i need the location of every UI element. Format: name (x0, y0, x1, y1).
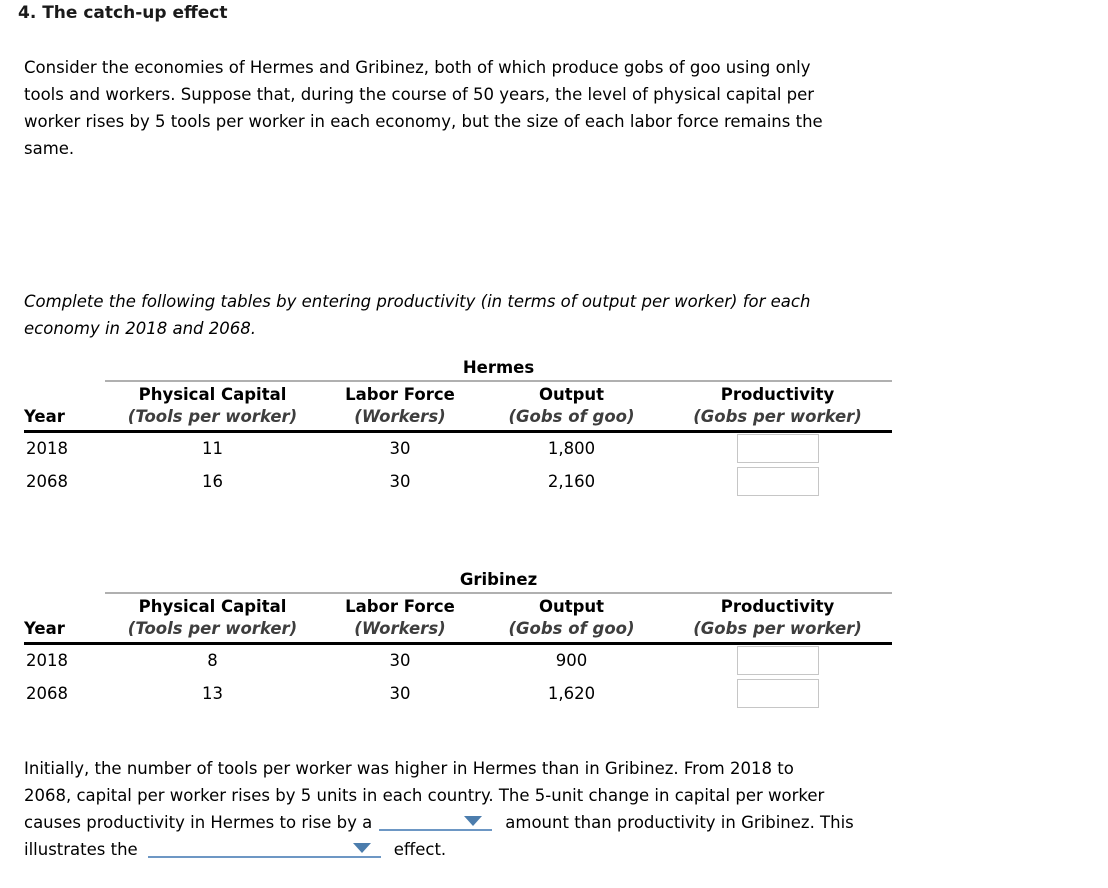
gribinez-table: Gribinez Year Physical Capital (Tools pe… (24, 570, 893, 710)
column-header-sublabel: (Tools per worker) (127, 619, 298, 638)
column-header-label: Physical Capital (138, 385, 287, 404)
output-value: 1,800 (547, 439, 596, 459)
productivity-cell (663, 465, 892, 498)
column-header-productivity: Productivity (Gobs per worker) (663, 381, 893, 433)
hermes-header-row: Year Physical Capital (Tools per worker)… (24, 381, 893, 433)
conclusion-text: causes productivity in Hermes to rise by… (24, 813, 373, 832)
labor-force-value: 30 (389, 651, 411, 671)
column-header-sublabel: (Workers) (354, 407, 446, 426)
column-header-physical-capital: Physical Capital (Tools per worker) (105, 381, 320, 433)
column-header-sublabel: (Gobs of goo) (508, 407, 635, 426)
hermes-row-2068: 2068 16 30 2,160 (24, 465, 892, 498)
column-header-label: Productivity (720, 597, 835, 616)
conclusion-text: effect. (393, 840, 447, 859)
output-value: 900 (555, 651, 588, 671)
hermes-table-title: Hermes (105, 358, 893, 382)
spacer-cell (24, 570, 105, 593)
hermes-title-row: Hermes (24, 358, 893, 382)
column-header-sublabel: (Gobs per worker) (693, 619, 862, 638)
year-value: 2018 (26, 651, 68, 671)
column-header-label: Productivity (720, 385, 835, 404)
productivity-input-hermes-2068[interactable] (736, 466, 819, 496)
column-header-output: Output (Gobs of goo) (480, 381, 663, 433)
column-header-label: Output (538, 597, 605, 616)
instruction-line: Complete the following tables by enterin… (24, 292, 811, 311)
effect-dropdown[interactable] (147, 840, 381, 858)
instruction-paragraph: Complete the following tables by enterin… (24, 288, 810, 342)
column-header-sublabel: (Tools per worker) (127, 407, 298, 426)
conclusion-line: causes productivity in Hermes to rise by… (24, 809, 854, 836)
column-header-label: Output (538, 385, 605, 404)
physical-capital-value: 8 (207, 651, 218, 671)
column-header-year: Year (24, 593, 105, 645)
spacer-cell (24, 358, 105, 381)
conclusion-text: illustrates the (24, 840, 138, 859)
year-value: 2068 (26, 683, 68, 703)
physical-capital-value: 16 (202, 471, 223, 491)
gribinez-table-title: Gribinez (105, 570, 893, 594)
conclusion-paragraph: Initially, the number of tools per worke… (24, 755, 854, 863)
gribinez-header-row: Year Physical Capital (Tools per worker)… (24, 593, 893, 645)
column-header-label: Labor Force (345, 385, 455, 404)
chevron-down-icon (352, 843, 371, 853)
physical-capital-value: 13 (202, 683, 223, 703)
conclusion-line: 2068, capital per worker rises by 5 unit… (24, 786, 825, 805)
output-value: 1,620 (547, 683, 596, 703)
conclusion-text: amount than productivity in Gribinez. Th… (505, 813, 854, 832)
year-value: 2068 (26, 471, 68, 491)
productivity-input-gribinez-2068[interactable] (736, 678, 819, 708)
labor-force-value: 30 (389, 471, 411, 491)
productivity-cell (663, 432, 892, 465)
hermes-table: Hermes Year Physical Capital (Tools per … (24, 358, 893, 498)
gribinez-row-2068: 2068 13 30 1,620 (24, 677, 892, 710)
conclusion-line: Initially, the number of tools per worke… (24, 759, 794, 778)
column-header-output: Output (Gobs of goo) (480, 593, 663, 645)
column-header-sublabel: (Workers) (354, 619, 446, 638)
column-header-physical-capital: Physical Capital (Tools per worker) (105, 593, 320, 645)
column-header-label: Physical Capital (138, 597, 287, 616)
column-header-label: Labor Force (345, 597, 455, 616)
productivity-cell (663, 644, 892, 677)
column-header-labor-force: Labor Force (Workers) (320, 381, 480, 433)
labor-force-value: 30 (389, 683, 411, 703)
chevron-down-icon (464, 816, 483, 826)
column-header-sublabel: (Gobs per worker) (693, 407, 862, 426)
column-header-sublabel: (Gobs of goo) (508, 619, 635, 638)
gribinez-row-2018: 2018 8 30 900 (24, 644, 892, 677)
physical-capital-value: 11 (202, 439, 223, 459)
amount-dropdown[interactable] (379, 813, 493, 831)
column-header-year: Year (24, 381, 105, 433)
column-header-productivity: Productivity (Gobs per worker) (663, 593, 893, 645)
hermes-row-2018: 2018 11 30 1,800 (24, 432, 892, 465)
instruction-line: economy in 2018 and 2068. (24, 319, 256, 338)
conclusion-line: illustrates the effect. (24, 836, 854, 863)
productivity-input-hermes-2018[interactable] (736, 434, 819, 464)
intro-line: Consider the economies of Hermes and Gri… (24, 58, 811, 77)
year-value: 2018 (26, 439, 68, 459)
intro-line: worker rises by 5 tools per worker in ea… (24, 112, 823, 131)
gribinez-title-row: Gribinez (24, 570, 893, 594)
output-value: 2,160 (547, 471, 596, 491)
intro-paragraph: Consider the economies of Hermes and Gri… (24, 54, 823, 162)
question-title: 4. The catch-up effect (18, 3, 228, 23)
intro-line: same. (24, 139, 75, 158)
labor-force-value: 30 (389, 439, 411, 459)
intro-line: tools and workers. Suppose that, during … (24, 85, 815, 104)
productivity-input-gribinez-2018[interactable] (736, 646, 819, 676)
productivity-cell (663, 677, 892, 710)
column-header-labor-force: Labor Force (Workers) (320, 593, 480, 645)
